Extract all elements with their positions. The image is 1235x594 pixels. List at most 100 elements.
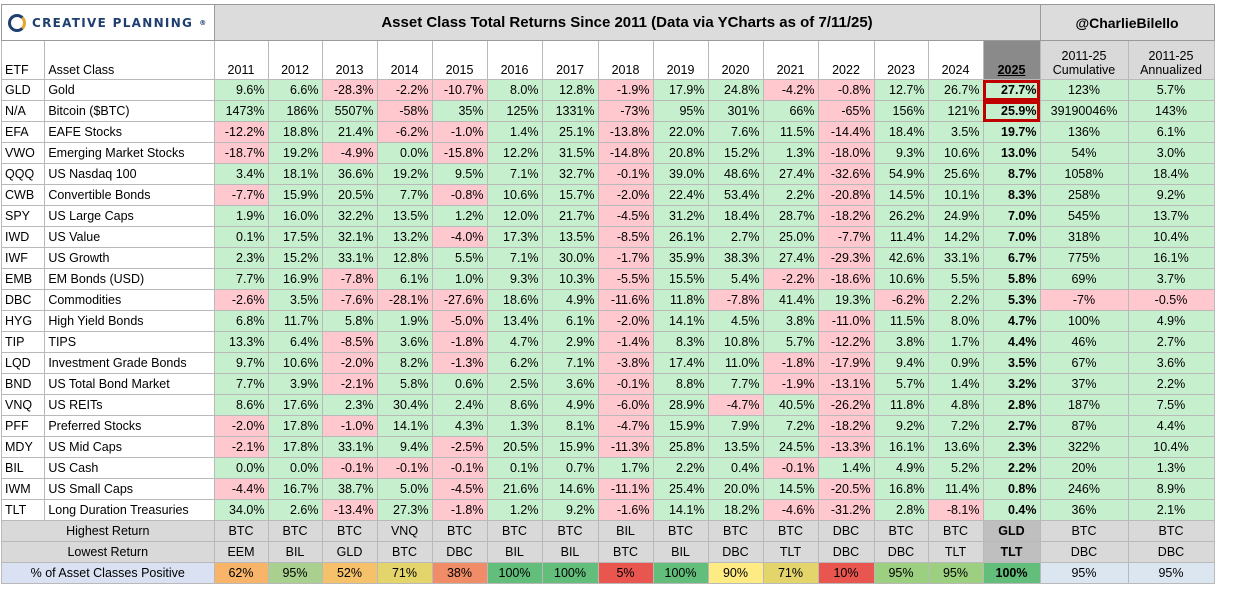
return-cell: 2.2% — [652, 457, 709, 479]
return-cell: -28.1% — [376, 289, 433, 311]
annualized-return-cell: 143% — [1127, 100, 1215, 122]
column-header-year: 2022 — [817, 40, 875, 80]
return-cell: 4.9% — [541, 289, 599, 311]
return-cell: 26.2% — [873, 205, 929, 227]
return-cell: 1.3% — [486, 415, 543, 437]
highest-cumulative-cell: BTC — [1039, 520, 1129, 542]
return-cell: 10.6% — [927, 142, 984, 164]
return-cell: 12.8% — [376, 247, 433, 269]
return-cell: -7.7% — [213, 184, 269, 206]
ytd-return-cell: 0.8% — [982, 478, 1041, 500]
return-cell: -4.7% — [707, 394, 764, 416]
etf-ticker: SPY — [0, 205, 46, 227]
return-cell: -0.8% — [817, 79, 875, 101]
lowest-return-cell: BIL — [541, 541, 599, 563]
etf-ticker: EMB — [0, 268, 46, 290]
return-cell: 27.4% — [762, 163, 819, 185]
return-cell: 0.6% — [431, 373, 488, 395]
annualized-return-cell: 2.1% — [1127, 499, 1215, 521]
table-row: PFF Preferred Stocks -2.0% 17.8% -1.0% 14.1% 4… — [0, 415, 1215, 437]
highest-return-cell: DBC — [817, 520, 875, 542]
returns-table: CREATIVE PLANNING ® Asset Class Total Ret… — [0, 4, 1215, 584]
return-cell: 20.5% — [321, 184, 378, 206]
return-cell: 19.2% — [376, 163, 433, 185]
return-cell: -2.5% — [431, 436, 488, 458]
lowest-return-cell: DBC — [707, 541, 764, 563]
ytd-return-cell: 3.5% — [982, 352, 1041, 374]
column-header-year: 2016 — [486, 40, 543, 80]
column-header-year: 2017 — [541, 40, 599, 80]
return-cell: 95% — [652, 100, 709, 122]
return-cell: 16.8% — [873, 478, 929, 500]
return-cell: -12.2% — [817, 331, 875, 353]
return-cell: 7.1% — [541, 352, 599, 374]
table-row: DBC Commodities -2.6% 3.5% -7.6% -28.1% -27.6%… — [0, 289, 1215, 311]
ytd-return-cell: 4.4% — [982, 331, 1041, 353]
highest-return-cell: BTC — [927, 520, 984, 542]
table-row: IWF US Growth 2.3% 15.2% 33.1% 12.8% 5.5% 7.1% 3… — [0, 247, 1215, 269]
percent-positive-cell: 95% — [927, 562, 984, 584]
return-cell: 1.9% — [376, 310, 433, 332]
table-row: N/A Bitcoin ($BTC) 1473% 186% 5507% -58% 35% 12… — [0, 100, 1215, 122]
return-cell: 7.6% — [707, 121, 764, 143]
return-cell: 3.9% — [267, 373, 323, 395]
ytd-return-cell: 6.7% — [982, 247, 1041, 269]
return-cell: 13.5% — [541, 226, 599, 248]
return-cell: 15.9% — [541, 436, 599, 458]
lowest-return-cell: TLT — [927, 541, 984, 563]
return-cell: 5.8% — [376, 373, 433, 395]
column-header-year: 2019 — [652, 40, 709, 80]
return-cell: -18.2% — [817, 205, 875, 227]
return-cell: 4.5% — [707, 310, 764, 332]
return-cell: 53.4% — [707, 184, 764, 206]
return-cell: 13.5% — [707, 436, 764, 458]
cumulative-return-cell: 39190046% — [1039, 100, 1129, 122]
return-cell: -0.1% — [597, 163, 654, 185]
percent-positive-cell: 71% — [376, 562, 433, 584]
return-cell: 3.4% — [213, 163, 269, 185]
etf-ticker: EFA — [0, 121, 46, 143]
return-cell: 5.7% — [762, 331, 819, 353]
return-cell: -4.2% — [762, 79, 819, 101]
ytd-return-cell: 27.7% — [982, 79, 1041, 101]
annualized-header-line: Annualized — [1140, 63, 1202, 77]
return-cell: 10.8% — [707, 331, 764, 353]
highest-return-cell: BTC — [213, 520, 269, 542]
return-cell: 6.6% — [267, 79, 323, 101]
return-cell: 30.0% — [541, 247, 599, 269]
return-cell: 16.0% — [267, 205, 323, 227]
highest-return-cell: BTC — [652, 520, 709, 542]
asset-class-name: US REITs — [44, 394, 215, 416]
return-cell: -1.4% — [597, 331, 654, 353]
return-cell: 19.3% — [817, 289, 875, 311]
lowest-return-cell: DBC — [873, 541, 929, 563]
return-cell: 4.9% — [873, 457, 929, 479]
return-cell: -13.4% — [321, 499, 378, 521]
return-cell: 3.8% — [762, 310, 819, 332]
year-label: 2015 — [445, 63, 474, 77]
return-cell: 121% — [927, 100, 984, 122]
return-cell: 14.1% — [652, 310, 709, 332]
ytd-return-cell: 5.3% — [982, 289, 1041, 311]
annualized-return-cell: 3.7% — [1127, 268, 1215, 290]
return-cell: 2.9% — [541, 331, 599, 353]
table-row: BND US Total Bond Market 7.7% 3.9% -2.1% 5.8%… — [0, 373, 1215, 395]
return-cell: 8.8% — [652, 373, 709, 395]
return-cell: 2.2% — [762, 184, 819, 206]
percent-positive-cell: 71% — [762, 562, 819, 584]
return-cell: 18.4% — [707, 205, 764, 227]
return-cell: 15.7% — [541, 184, 599, 206]
percent-positive-cell: 38% — [431, 562, 488, 584]
cumulative-return-cell: 20% — [1039, 457, 1129, 479]
etf-ticker: IWD — [0, 226, 46, 248]
asset-class-name: EAFE Stocks — [44, 121, 215, 143]
asset-class-name: Gold — [44, 79, 215, 101]
return-cell: 16.7% — [267, 478, 323, 500]
column-header-year: 2025 — [982, 40, 1041, 80]
return-cell: -4.9% — [321, 142, 378, 164]
column-header-year: 2015 — [431, 40, 488, 80]
percent-positive-row: % of Asset Classes Positive 62% 95% 52% 71% 3… — [1, 562, 1215, 584]
table-row: CWB Convertible Bonds -7.7% 15.9% 20.5% 7.7% -… — [0, 184, 1215, 206]
annualized-return-cell: 6.1% — [1127, 121, 1215, 143]
return-cell: 8.6% — [213, 394, 269, 416]
